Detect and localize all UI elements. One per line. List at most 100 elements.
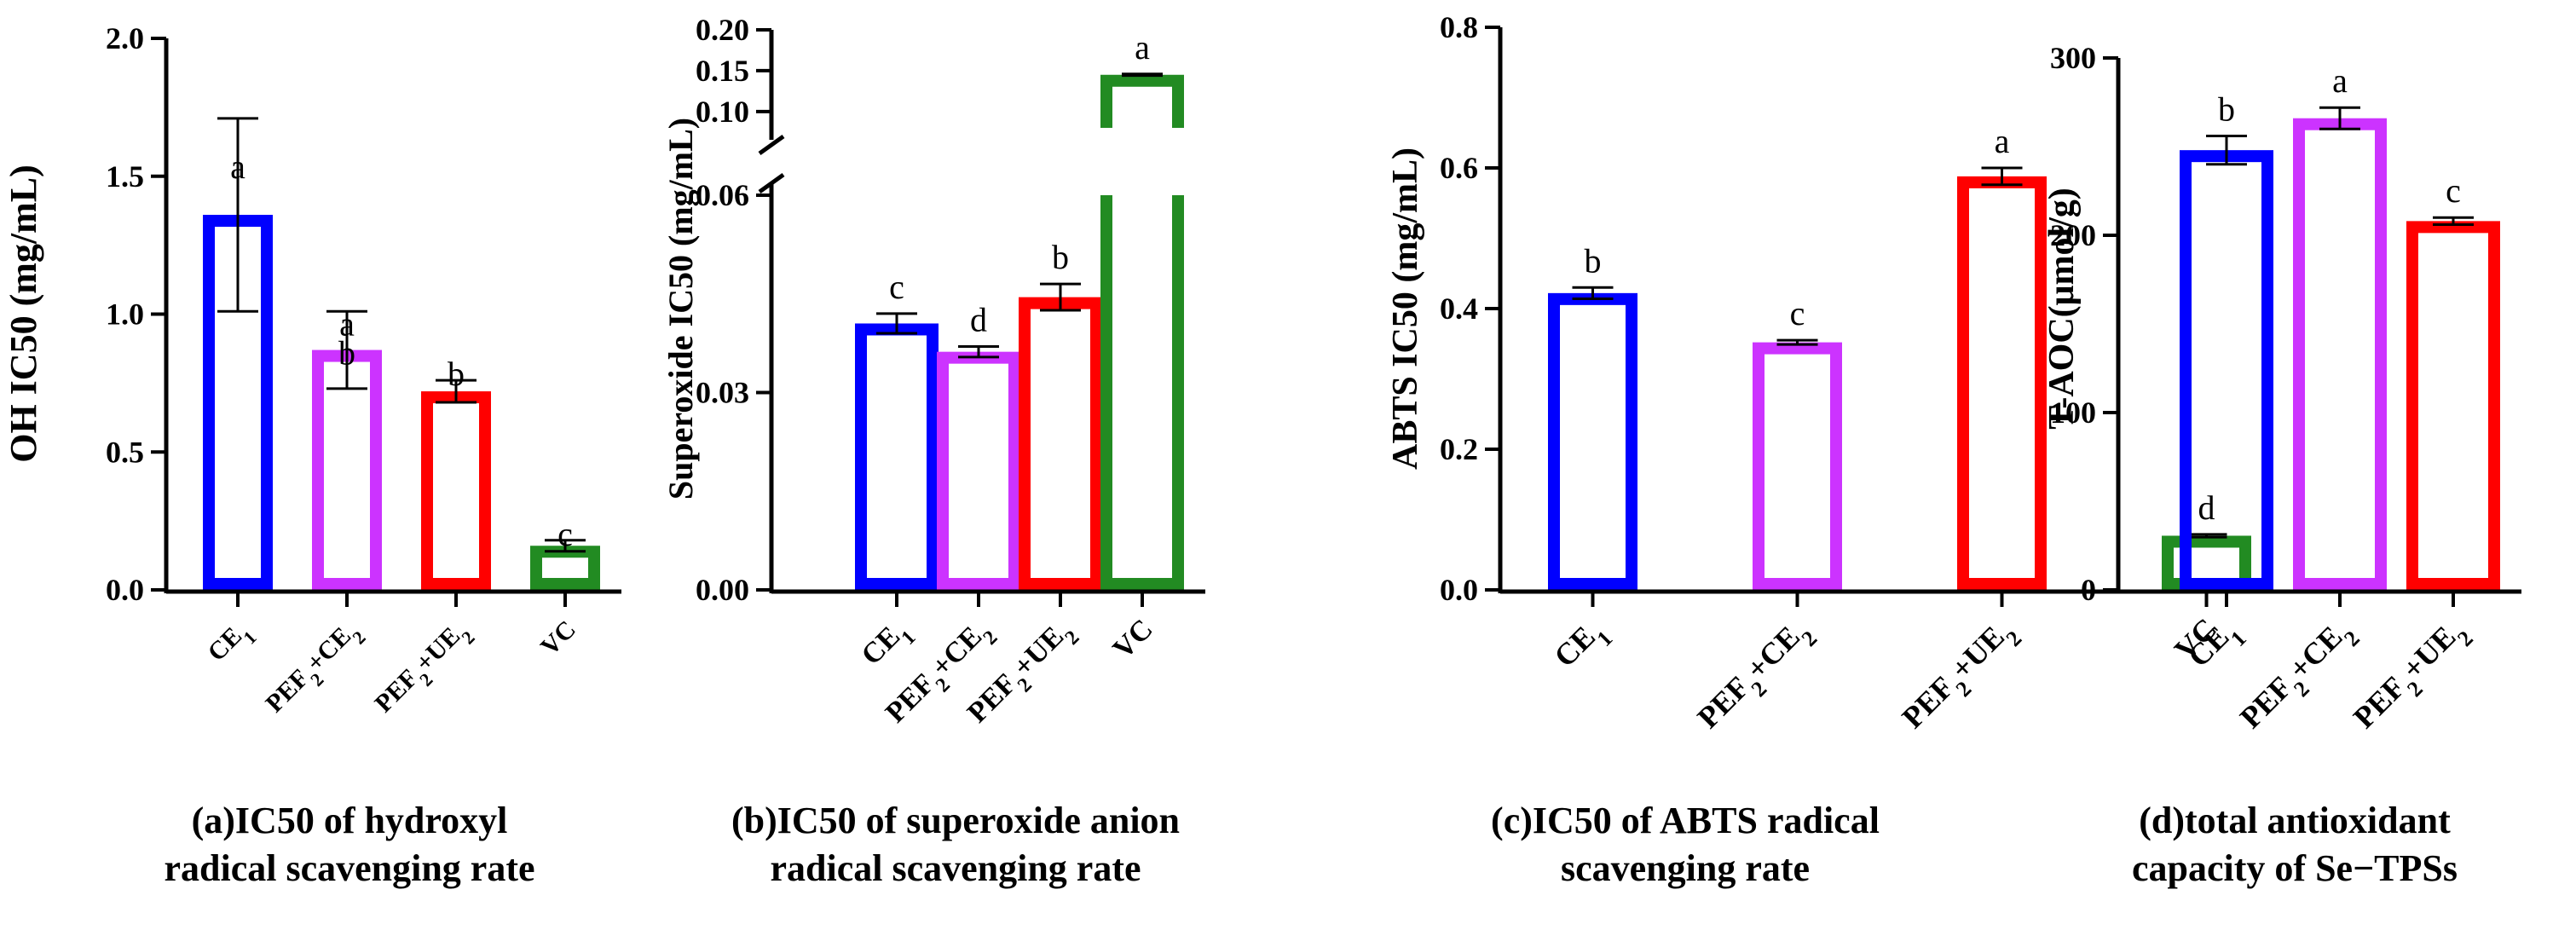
chart-d-bar-2 [2406,221,2500,590]
caption-c-line2: scavenging rate [1560,847,1811,889]
chart-b-errorbar-1 [958,344,999,359]
chart-a-ytick-label-3: 1.5 [106,159,144,194]
caption-c-line1: (c)IC50 of ABTS radical [1491,800,1880,841]
chart-b: cdba0.000.030.060.100.150.20CE1PEF2+CE2P… [661,13,1205,735]
chart-b-bar-3-upper [1100,74,1184,128]
chart-c-bar-1 [1753,342,1842,590]
chart-c-category-label-2-part-0: PEF [1896,670,1961,735]
chart-b-category-label-1-part-0: PEF [880,668,941,730]
chart-d-category-label-2-part-2: +UE [2395,620,2462,686]
chart-c-ytick-label-1: 0.2 [1440,432,1478,466]
chart-a-category-label-0-part-0: CE [202,621,247,667]
caption-d-line1: (d)total antioxidant [2139,800,2451,841]
chart-b-category-label-2-part-2: +UE [1008,621,1070,683]
chart-c-ytick-label-2: 0.4 [1440,292,1478,326]
chart-b-ytick-label-1: 0.03 [696,376,749,410]
chart-a-category-label-2-part-0: PEF [369,664,423,718]
chart-a-letter-3: c [557,515,573,553]
chart-b-ytick-label-3: 0.10 [696,95,749,129]
chart-b-letter-0: c [889,268,904,306]
chart-a-category-label-0: CE1 [202,615,260,673]
chart-c-errorbar-1 [1776,338,1818,346]
chart-a-category-label-2: PEF2+UE2 [369,615,478,725]
chart-d-letter-0: b [2218,90,2235,129]
chart-d-errorbar-0 [2206,135,2247,166]
chart-d-errorbar-2 [2433,216,2474,227]
chart-c-letter-3: d [2198,488,2215,527]
chart-b-category-label-3-part-0: VC [1107,613,1159,665]
chart-c-bar-0 [1548,292,1637,590]
chart-c-category-label-2: PEF2+UE2 [1896,611,2026,742]
chart-c-letter-1: c [1790,294,1805,332]
chart-b-category-label-2: PEF2+UE2 [962,613,1083,735]
chart-d-category-label-1-part-0: PEF [2233,670,2298,735]
caption-c: (c)IC50 of ABTS radical scavenging rate [1387,797,1984,892]
chart-d-bar-1 [2293,118,2387,591]
chart-d-letter-2: c [2446,171,2461,210]
chart-c-errorbar-0 [1572,286,1614,300]
chart-c-y-axis-label: ABTS IC50 (mg/mL) [1386,147,1425,470]
chart-a-bar-2 [421,391,491,590]
chart-d-y-axis-label: T-AOC(μmol/g) [2042,188,2082,430]
chart-a-y-axis-label: OH IC50 (mg/mL) [3,165,44,463]
chart-b-category-label-0-part-0: CE [856,621,907,672]
chart-b-bar-0 [855,323,939,590]
chart-b-letter-2: b [1052,238,1069,276]
chart-b-category-label-1-part-2: +CE [926,621,988,683]
chart-b-letter-1: d [970,300,987,338]
chart-d-category-label-2: PEF2+UE2 [2347,611,2477,742]
chart-b-errorbar-3 [1122,72,1163,78]
chart-b-category-label-3: VC [1107,613,1159,665]
chart-c-category-label-1-part-0: PEF [1691,670,1756,735]
chart-a-category-label-3-part-0: VC [535,615,581,661]
chart-c-ytick-label-0: 0.0 [1440,573,1478,607]
chart-b-axis-break-mark-1 [758,134,785,156]
chart-d-category-label-2-part-0: PEF [2347,670,2411,735]
chart-b-bar-1 [937,351,1020,590]
chart-c-ytick-label-4: 0.8 [1440,10,1478,44]
chart-a-category-label-3: VC [535,615,581,661]
chart-a-ytick-label-2: 1.0 [106,297,144,332]
chart-a-bar-1 [312,349,382,590]
chart-c-errorbar-3 [2186,533,2227,539]
chart-a-ytick-label-4: 2.0 [106,21,144,55]
chart-c-ytick-label-3: 0.6 [1440,151,1478,185]
chart-b-errorbar-2 [1040,282,1081,312]
chart-a-errorbar-1 [326,309,367,390]
chart-b-bar-2 [1019,297,1102,590]
chart-b-bar-3-lower [1100,195,1184,590]
chart-c-letter-0: b [1585,241,1602,280]
chart-b-axis-break-mark-2 [758,172,785,194]
chart-a-category-label-1: PEF2+CE2 [260,615,369,725]
chart-c-category-label-1-part-2: +CE [1740,620,1806,686]
chart-b-ytick-label-4: 0.15 [696,54,749,88]
chart-b-letter-3: a [1135,28,1150,66]
caption-b-line1: (b)IC50 of superoxide anion [731,800,1181,841]
caption-b-line2: radical scavenging rate [770,847,1141,889]
chart-b-ytick-label-0: 0.00 [696,573,749,607]
caption-a: (a)IC50 of hydroxyl radical scavenging r… [51,797,648,892]
chart-a-letter-2: b [448,355,465,393]
chart-d-category-label-1: PEF2+CE2 [2233,611,2364,742]
chart-b-ytick-label-2: 0.06 [696,178,749,212]
chart-d-ytick-label-3: 300 [2050,41,2096,75]
chart-a-errorbar-0 [217,117,258,313]
chart-a-letter-0: a [230,147,245,186]
chart-d-errorbar-1 [2319,106,2360,130]
chart-d-ytick-label-1: 100 [2050,396,2096,430]
chart-c-bar-2 [1957,176,2047,590]
chart-d-ytick-label-0: 0 [2081,573,2096,607]
chart-b-y-axis-label: Superoxide IC50 (mg/mL) [661,118,700,500]
caption-d: (d)total antioxidant capacity of Se−TPSs [1996,797,2576,892]
chart-a-category-label-1-part-2: +CE [301,621,356,677]
chart-a-errorbar-3 [545,539,586,553]
chart-c-bar-3 [2162,535,2251,590]
chart-a-letter-1-1: b [338,333,355,372]
chart-a-category-label-2-part-2: +UE [410,621,465,677]
chart-a-ytick-label-1: 0.5 [106,435,144,469]
chart-c-letter-2: a [1995,122,2010,160]
